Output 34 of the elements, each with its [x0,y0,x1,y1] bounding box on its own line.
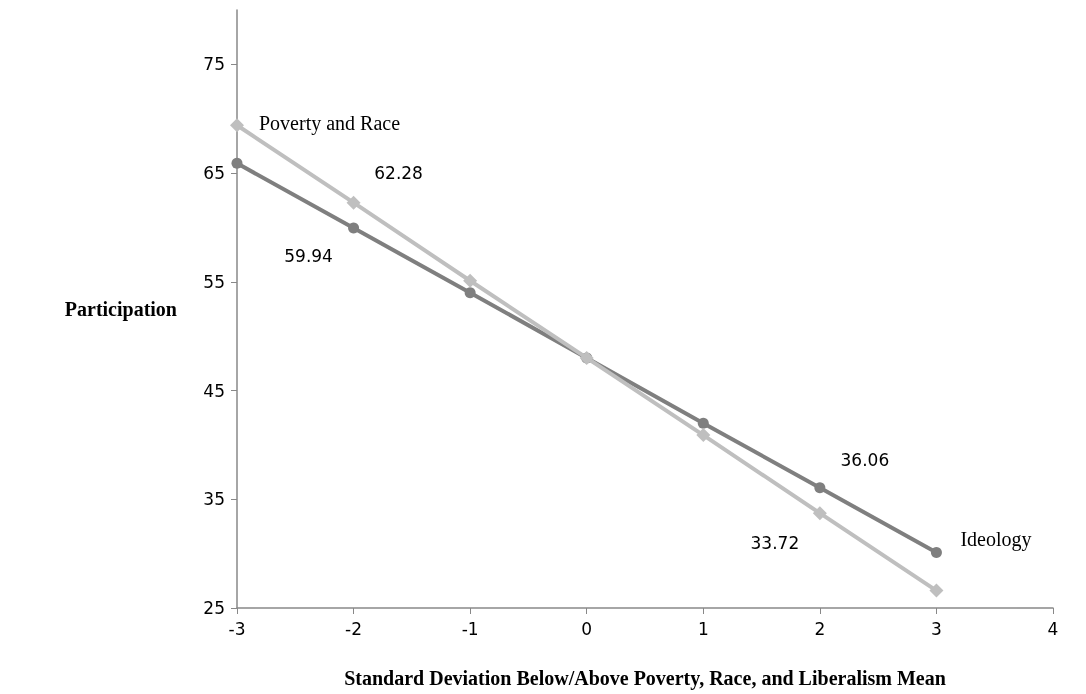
x-axis-title: Standard Deviation Below/Above Poverty, Race, and Liberalism Mean [344,667,946,690]
x-tick-label: -1 [461,618,479,639]
point [464,287,476,299]
point [696,428,711,443]
x-tick-label: 1 [697,618,709,639]
point [231,157,243,169]
point [463,273,478,288]
annotation: Poverty and Race [259,112,401,136]
x-tick-label: 2 [814,618,826,639]
y-axis-title: Participation [64,298,177,321]
y-tick-label: 55 [203,271,225,292]
point [230,118,244,133]
data-label: 62.28 [374,163,423,184]
y-tick-label: 75 [203,54,225,75]
y-tick-label: 25 [203,598,225,618]
x-tick-label: 0 [581,618,593,639]
point [346,195,361,210]
point [812,506,827,521]
point [930,547,942,559]
point [348,222,360,234]
x-tick-label: -3 [228,618,246,639]
annotation: Ideology [960,527,1032,551]
x-tick-label: -2 [345,618,363,639]
y-tick-label: 45 [203,380,225,401]
x-tick-label: 4 [1047,618,1059,639]
x-tick-label: 3 [931,618,942,639]
data-label: 36.06 [840,449,890,470]
point [814,482,826,494]
y-tick-label: 35 [203,489,225,510]
point [697,417,709,429]
y-tick-label: 65 [203,163,225,184]
data-label: 33.72 [750,532,800,553]
point [929,583,944,598]
data-label: 59.94 [284,246,333,267]
